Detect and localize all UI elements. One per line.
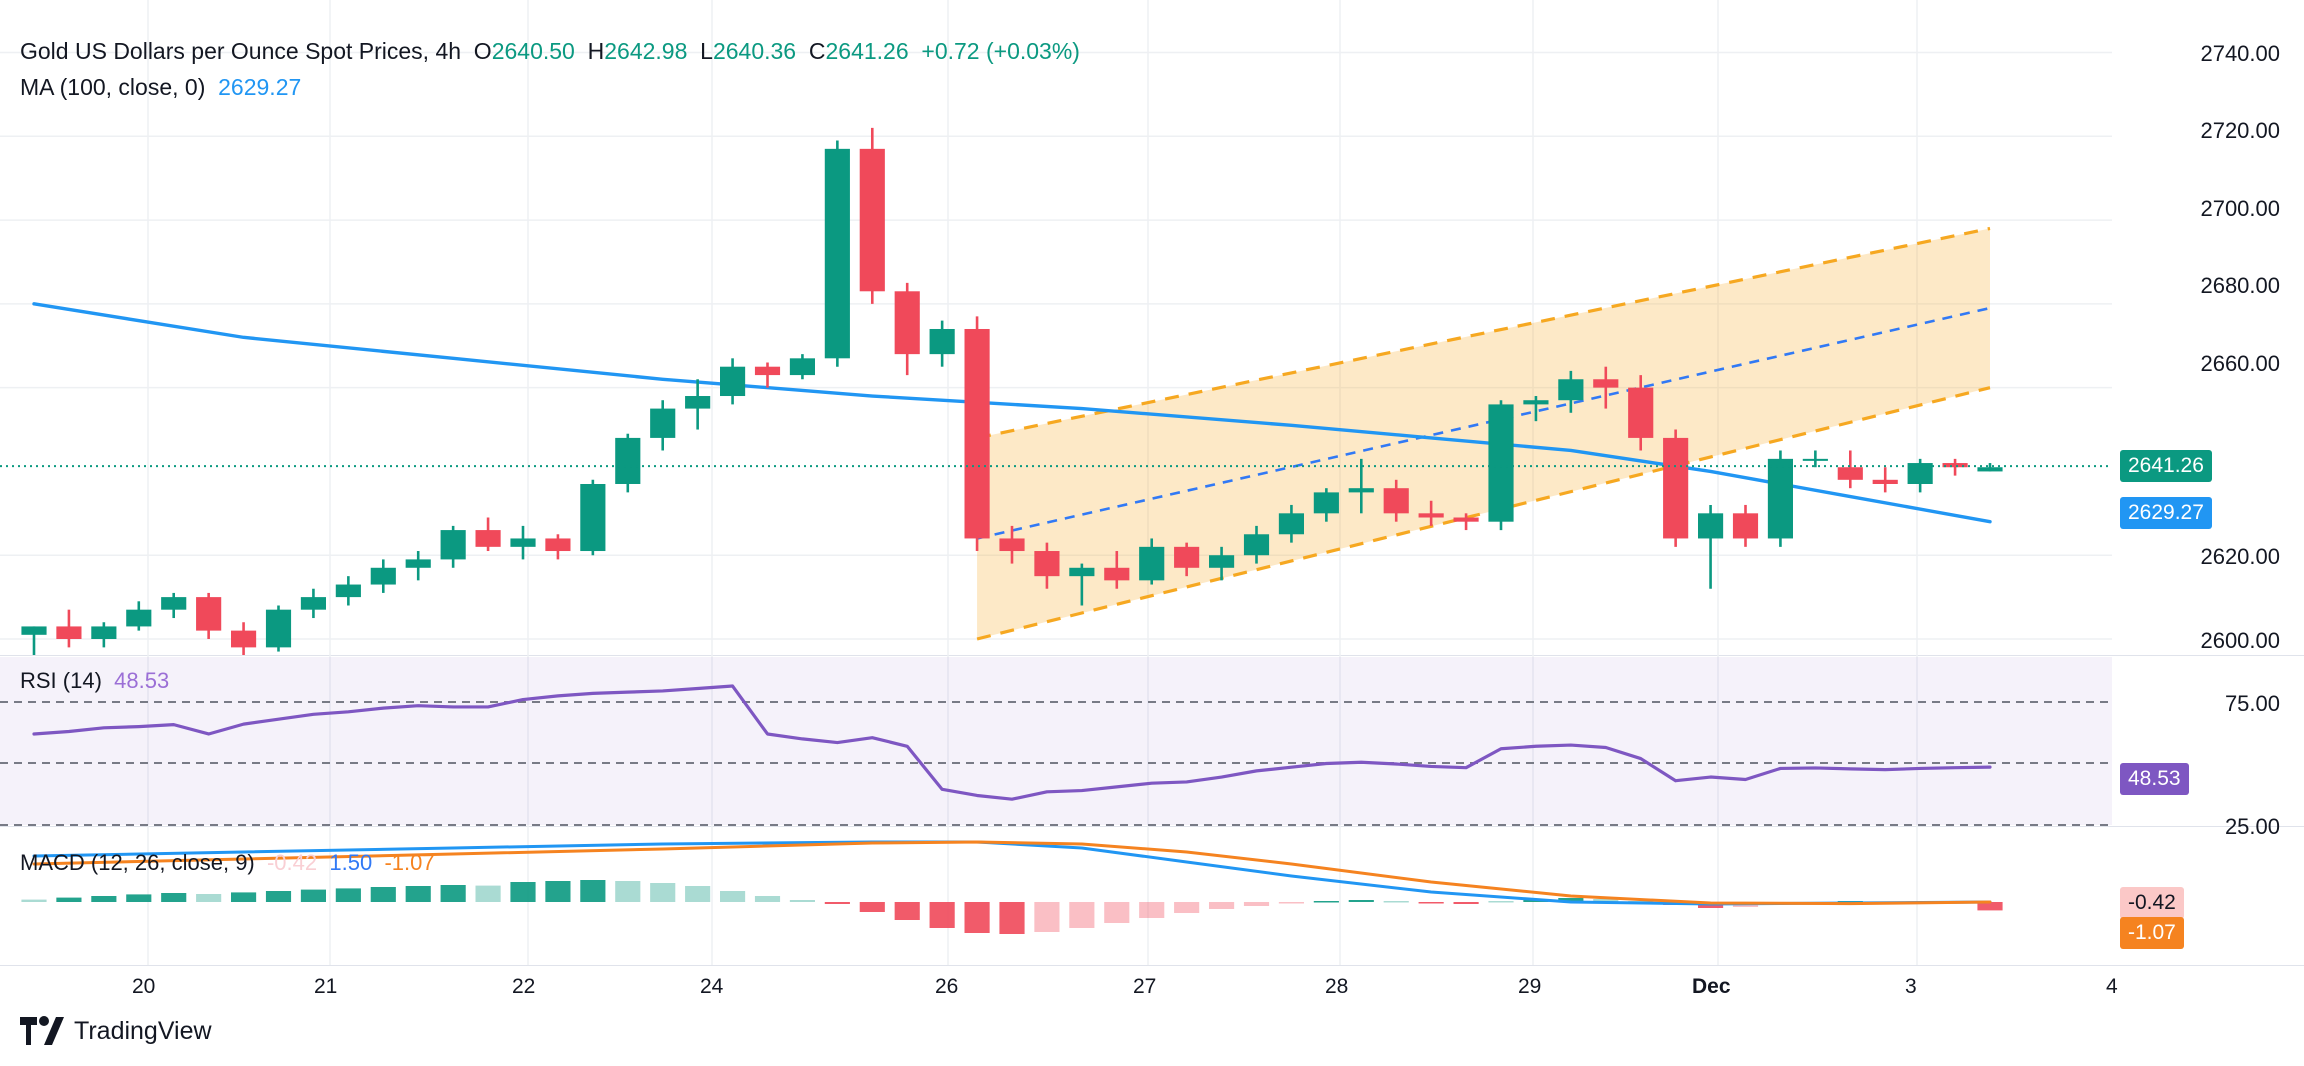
svg-text:TradingView: TradingView <box>74 1017 213 1045</box>
